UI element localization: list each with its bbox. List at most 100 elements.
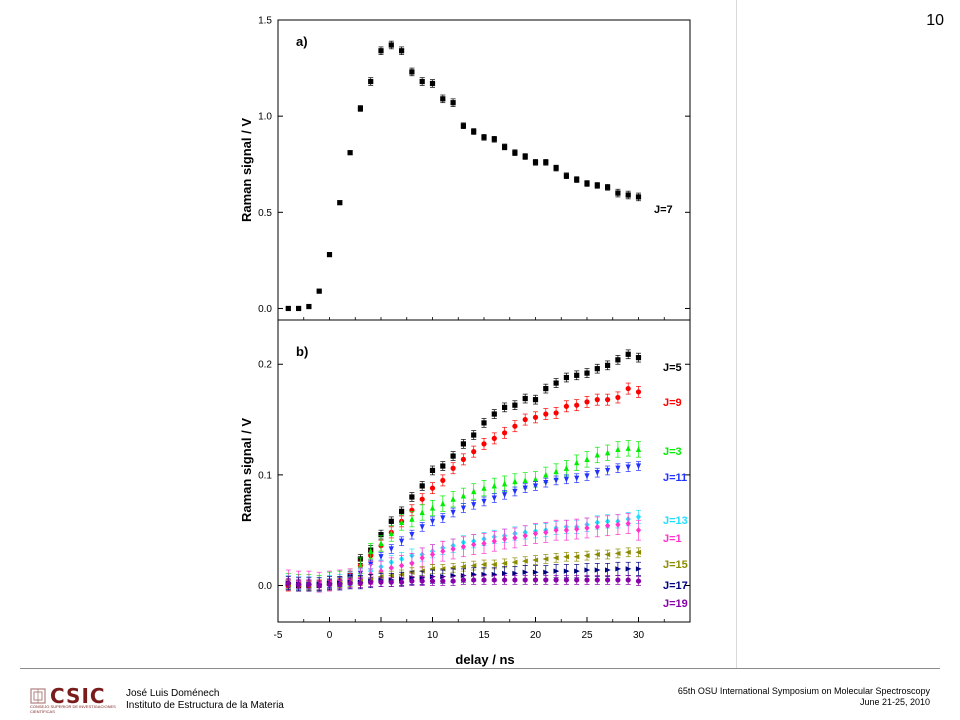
data-point-j1 (450, 545, 456, 553)
data-point-j11 (491, 495, 497, 502)
data-point-j1 (409, 560, 415, 567)
data-point-j9 (429, 485, 436, 491)
data-point-j3 (429, 504, 436, 511)
data-point-j1 (512, 534, 518, 542)
data-point-j5 (594, 366, 600, 372)
series-label-j19: J=19 (663, 598, 688, 610)
panel-b-x-axis-title: delay / ns (455, 652, 514, 667)
data-point-j7 (378, 48, 384, 54)
y-tick-label: 0.0 (258, 581, 272, 592)
author-name: José Luis Doménech (126, 688, 220, 699)
footer-divider (20, 668, 940, 669)
data-point-j5 (419, 483, 425, 489)
data-point-j7 (388, 42, 394, 48)
series-label-j5: J=5 (663, 362, 682, 374)
x-tick-label: 30 (633, 630, 645, 641)
csic-logo-text: CSIC (50, 684, 106, 708)
data-point-j5 (635, 355, 642, 361)
data-point-j19 (399, 579, 405, 585)
data-point-j3 (502, 480, 508, 487)
data-point-j13 (635, 513, 642, 521)
data-point-j7 (296, 305, 302, 312)
data-point-j15 (563, 554, 569, 560)
data-point-j3 (450, 496, 456, 502)
data-point-j11 (532, 483, 539, 490)
y-tick-label: 1.5 (258, 16, 272, 27)
data-point-j7 (605, 184, 611, 190)
data-point-j1 (543, 529, 549, 536)
series-label-j9: J=9 (663, 397, 682, 409)
data-point-j3 (563, 465, 569, 471)
data-point-j3 (553, 468, 559, 475)
panel-b-data-points (285, 349, 642, 593)
data-point-j15 (614, 550, 621, 557)
data-point-j1 (429, 551, 436, 558)
data-point-j11 (450, 509, 456, 516)
data-point-j11 (409, 532, 415, 538)
data-point-j5 (450, 453, 456, 459)
data-point-j19 (481, 577, 487, 583)
data-point-j3 (532, 476, 539, 482)
data-point-j19 (347, 580, 353, 586)
data-point-j5 (481, 420, 487, 426)
data-point-j1 (625, 520, 631, 527)
x-tick-label: 15 (478, 630, 490, 641)
csic-logo: CSIC (30, 684, 106, 708)
data-point-j7 (584, 180, 590, 187)
data-point-j19 (594, 577, 600, 583)
data-point-j7 (326, 252, 333, 258)
data-point-j1 (615, 521, 621, 528)
data-point-j11 (419, 524, 425, 531)
data-point-j19 (378, 579, 384, 585)
data-point-j5 (440, 463, 446, 469)
data-point-j5 (522, 395, 528, 402)
data-point-j19 (491, 577, 497, 583)
x-tick-label: 10 (427, 630, 439, 641)
data-point-j19 (574, 577, 580, 583)
data-point-j3 (615, 446, 621, 453)
data-point-j9 (594, 397, 600, 403)
data-point-j19 (625, 577, 631, 583)
y-tick-label: 0.1 (258, 470, 272, 481)
data-point-j11 (543, 480, 549, 486)
data-point-j5 (409, 494, 415, 500)
data-point-j19 (605, 577, 611, 583)
data-point-j7 (625, 192, 631, 198)
series-label-j15: J=15 (663, 559, 688, 571)
data-point-j9 (584, 399, 590, 405)
data-point-j7 (635, 194, 642, 200)
data-point-j3 (491, 482, 497, 489)
data-point-j11 (460, 505, 466, 512)
data-point-j11 (615, 465, 621, 472)
data-point-j1 (378, 568, 384, 575)
data-point-j1 (635, 527, 642, 534)
conference-dates: June 21-25, 2010 (859, 697, 930, 707)
data-point-j1 (563, 527, 569, 534)
data-point-j1 (584, 524, 590, 532)
series-label-j17: J=17 (663, 580, 688, 592)
data-point-j1 (502, 535, 508, 543)
data-point-j5 (429, 467, 436, 474)
data-point-j15 (552, 555, 559, 561)
data-point-j19 (635, 578, 642, 584)
data-point-j17 (543, 569, 549, 575)
data-point-j11 (594, 470, 600, 476)
panel-a-label: a) (296, 34, 308, 49)
data-point-j11 (512, 488, 518, 495)
data-point-j7 (491, 136, 497, 142)
data-point-j1 (522, 532, 528, 539)
data-point-j5 (625, 351, 631, 357)
data-point-j3 (594, 451, 600, 458)
data-point-j15 (522, 558, 528, 564)
data-point-j9 (491, 435, 497, 441)
data-point-j19 (553, 577, 559, 583)
data-point-j1 (471, 541, 477, 548)
author-affiliation: Instituto de Estructura de la Materia (126, 700, 284, 711)
slide-divider-vertical (736, 0, 737, 668)
data-point-j17 (594, 567, 601, 573)
series-label-j7: J=7 (654, 204, 673, 216)
data-point-j15 (635, 549, 642, 555)
data-point-j11 (635, 463, 642, 470)
data-point-j7 (471, 128, 477, 135)
data-point-j17 (502, 570, 508, 576)
